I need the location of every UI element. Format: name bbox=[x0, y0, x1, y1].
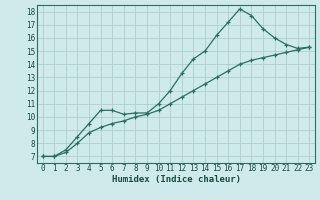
X-axis label: Humidex (Indice chaleur): Humidex (Indice chaleur) bbox=[111, 175, 241, 184]
